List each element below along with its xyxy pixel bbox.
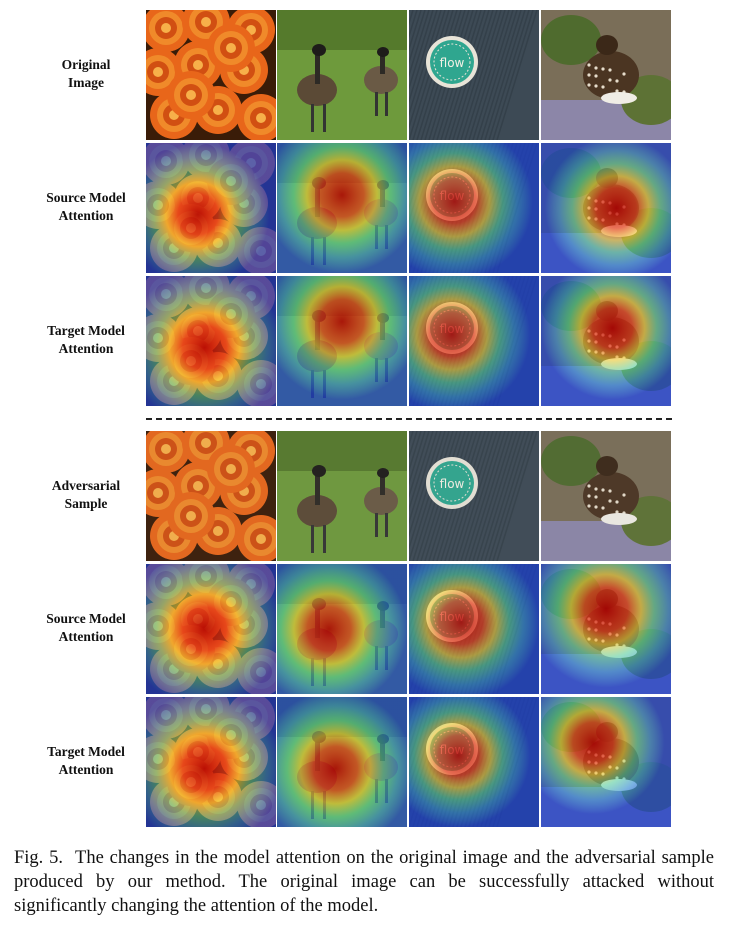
- target-model-attention-geese-image: [277, 276, 407, 406]
- target-model-attention-bird-image: [541, 697, 671, 827]
- target-model-attention-geese-image: [277, 697, 407, 827]
- source-model-attention-geese-image: [277, 143, 407, 273]
- source-model-attention-bird-image: [541, 564, 671, 694]
- target-model-attention-roses-image: [146, 276, 276, 406]
- target-model-attention-roses-image: [146, 697, 276, 827]
- adversarial-sample-geese-image: [277, 431, 407, 561]
- adversarial-sample-bird-image: [541, 431, 671, 561]
- target-model-attention-bird-image: [541, 276, 671, 406]
- row-label: Adversarial Sample: [51, 478, 121, 511]
- figure-caption: Fig. 5. The changes in the model attentio…: [14, 846, 714, 918]
- source-model-attention-roses-image: [146, 143, 276, 273]
- target-model-attention-flow-badge-image: flow: [409, 276, 539, 406]
- original-image-roses-image: [146, 10, 276, 140]
- source-model-attention-flow-badge-image: flow: [409, 143, 539, 273]
- badge-text: flow: [440, 56, 465, 70]
- row-label: Target Model Attention: [47, 323, 125, 356]
- source-model-attention-flow-badge-image: flow: [409, 564, 539, 694]
- original-image-bird-image: [541, 10, 671, 140]
- caption-lead: Fig. 5.: [14, 848, 64, 868]
- adversarial-sample-roses-image: [146, 431, 276, 561]
- adversarial-sample-flow-badge-image: flow: [409, 431, 539, 561]
- target-model-attention-flow-badge-image: flow: [409, 697, 539, 827]
- source-model-attention-bird-image: [541, 143, 671, 273]
- caption-text: The changes in the model attention on th…: [14, 848, 714, 916]
- row-label: Original Image: [61, 57, 111, 90]
- row-label: Target Model Attention: [47, 744, 125, 777]
- original-image-geese-image: [277, 10, 407, 140]
- original-image-flow-badge-image: flow: [409, 10, 539, 140]
- source-model-attention-geese-image: [277, 564, 407, 694]
- badge-text: flow: [440, 477, 465, 491]
- dashed-separator: [146, 418, 672, 420]
- row-label: Source Model Attention: [46, 611, 126, 644]
- row-label: Source Model Attention: [46, 190, 126, 223]
- source-model-attention-roses-image: [146, 564, 276, 694]
